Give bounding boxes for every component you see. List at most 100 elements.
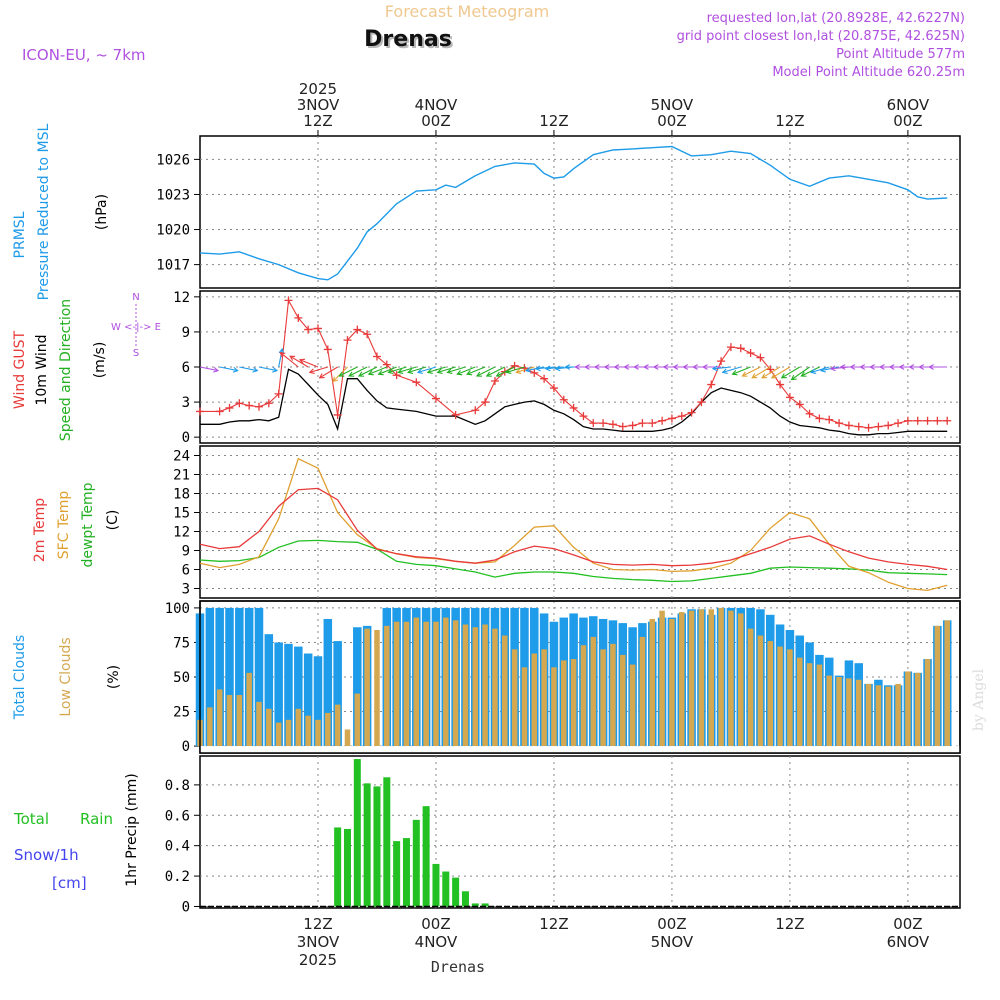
prmsl-label: PRMSL (12, 211, 28, 258)
total-cloud-bar (284, 643, 293, 747)
gust-marker (540, 374, 549, 383)
low-cloud-bar (767, 641, 773, 747)
rain-label: Rain (80, 810, 113, 828)
gust-marker (225, 403, 234, 412)
wind-dir-arrowhead (662, 364, 669, 370)
wind-dir-arrow (545, 366, 564, 370)
gust-marker (490, 377, 499, 386)
panel4-labels: Total Clouds Low Clouds (%) by Angel (12, 635, 987, 731)
gust-marker (481, 398, 490, 407)
wind-dir-arrow (781, 366, 801, 379)
gust-marker (854, 422, 863, 431)
low-cloud-bar (384, 625, 390, 747)
snow-label: Snow/1h (14, 846, 79, 864)
wind-dir-arrow (339, 366, 358, 377)
low-cloud-bar (777, 646, 783, 747)
gust-marker (776, 380, 785, 389)
wind-dir-arrow (368, 366, 388, 375)
wind-dir-arrowhead (869, 364, 875, 370)
gust-marker (264, 399, 273, 408)
gust-marker (353, 325, 362, 334)
panel1-labels: PRMSL Pressure Reduced to MSL (hPa) (12, 123, 110, 300)
gust-marker (294, 313, 303, 322)
total-cloud-bar (215, 607, 224, 747)
wind-dir-arrowhead (446, 368, 453, 374)
wind-dir-arrowhead (407, 368, 414, 374)
hpa-unit: (hPa) (94, 194, 110, 230)
low-cloud-bar (374, 630, 380, 747)
sfc-label: SFC Temp (56, 491, 72, 560)
low-cloud-bar (649, 618, 656, 747)
wind-dir-arrow (309, 366, 328, 373)
wind-dir-arrow (761, 366, 781, 379)
total-cloud-bar (225, 607, 234, 747)
wind-dir-arrowhead (357, 371, 364, 377)
prmsl-line (199, 145, 948, 281)
wind-dir-arrowhead (918, 364, 925, 370)
low-cloud-bar (502, 635, 508, 747)
ytick-label: 0 (182, 739, 190, 755)
gust-marker (549, 384, 558, 393)
rain-bar (383, 777, 391, 907)
wind-dir-arrow (712, 366, 731, 370)
low-cloud-bar (846, 678, 852, 747)
gust-marker (599, 419, 608, 428)
wind-dir-arrowhead (534, 365, 541, 372)
gust-marker (874, 422, 883, 431)
gust-marker (667, 414, 676, 423)
ytick-label: 1026 (156, 152, 190, 168)
rain-bar (461, 891, 469, 907)
wind-dir-arrow (742, 366, 761, 377)
ytick-label: 9 (182, 544, 190, 560)
total-cloud-bar (205, 607, 215, 747)
low-cloud-bar (236, 694, 243, 747)
ytick-label: 0.6 (165, 808, 190, 824)
bottom-axis-label: 00Z (421, 915, 450, 933)
gust-marker (589, 419, 598, 428)
low-cloud-bar (561, 660, 567, 747)
gust-marker (785, 393, 794, 402)
wind-dir-arrowhead (278, 347, 285, 354)
top-axis-label: 00Z (893, 112, 922, 130)
low-cloud-bar (256, 701, 262, 747)
wind-dir-arrowhead (485, 371, 492, 377)
wind-dir-arrow (398, 366, 417, 373)
rain-bar (412, 819, 420, 907)
pressure-label: Pressure Reduced to MSL (36, 123, 52, 300)
low-cloud-bar (492, 628, 498, 747)
low-cloud-bar (315, 719, 321, 747)
top-axis-label: 12Z (775, 112, 804, 130)
low-cloud-bar (855, 679, 862, 747)
cloud-baseline-mask (200, 746, 960, 753)
low-cloud-bar (659, 610, 665, 747)
low-cloud-bar (295, 708, 302, 747)
low-cloud-bar (590, 636, 597, 747)
wind-dir-arrowhead (672, 364, 679, 370)
gust-marker (943, 416, 952, 425)
total-cloud-bar (353, 627, 362, 747)
gust-marker (707, 380, 716, 389)
wind-dir-arrowhead (859, 364, 866, 370)
bottom-axis-label: 6NOV (887, 933, 930, 951)
pct-unit: (%) (106, 665, 122, 689)
data-marks (195, 145, 961, 908)
bottom-axis-label: 3NOV (297, 933, 340, 951)
wind-dir-arrowhead (544, 365, 551, 372)
wind-dir-arrowhead (466, 369, 473, 376)
gust-marker (736, 344, 745, 353)
ytick-label: 18 (173, 487, 190, 503)
wind-dir-arrowhead (574, 364, 580, 370)
wind-dir-arrowhead (731, 369, 738, 376)
top-axis-label: 4NOV (415, 96, 458, 114)
wind-dir-arrowhead (682, 364, 689, 370)
low-cloud-bar (708, 609, 715, 747)
low-cloud-bar (472, 627, 479, 747)
low-cloud-bar (629, 664, 636, 747)
wind-dir-arrowhead (928, 364, 934, 370)
low-cloud-bar (511, 649, 518, 747)
gust-marker (254, 402, 263, 411)
wind-dir-arrowhead (751, 373, 758, 379)
low-cloud-bar (885, 686, 891, 747)
low-cloud-bar (836, 677, 842, 747)
cm-label: [cm] (52, 874, 87, 892)
